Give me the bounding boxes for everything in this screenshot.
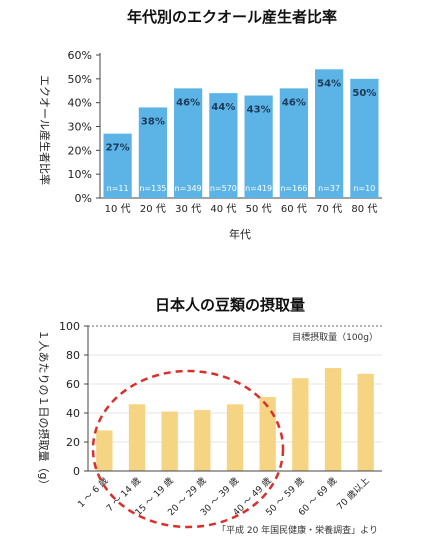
chart1-value-label: 43% (247, 105, 271, 116)
chart1-y-tick-label: 20% (68, 144, 92, 157)
chart2-ylabel: １人あたりの１日の摂取量（g） (37, 330, 51, 491)
chart1-sample-label: n=570 (210, 184, 237, 193)
chart2-bar (259, 397, 276, 471)
chart1-bar (174, 88, 203, 198)
chart2-x-tick-label: 1 ～ 6 歳 (75, 475, 110, 510)
chart2-y-tick-label: 100 (59, 320, 80, 333)
highlight-ellipse (91, 369, 285, 529)
chart1-value-label: 46% (282, 97, 306, 108)
chart1-value-label: 50% (352, 88, 376, 99)
chart1-x-tick-label: 10 代 (105, 203, 131, 215)
chart2-bar (194, 410, 211, 471)
chart2-y-tick-label: 80 (66, 349, 80, 362)
chart1-bar (350, 78, 379, 198)
chart1-y-tick-label: 30% (68, 121, 92, 134)
chart1-sample-label: n=166 (280, 184, 307, 193)
chart1-value-label: 44% (211, 102, 235, 113)
chart1-ylabel: エクオール産生者比率 (38, 75, 52, 185)
chart2-y-tick-label: 40 (66, 407, 80, 420)
chart1-value-label: 46% (176, 97, 200, 108)
chart2-bar (226, 404, 244, 471)
chart1-sample-label: n=37 (318, 184, 340, 193)
chart2-bar (324, 368, 342, 471)
chart1-x-tick-label: 60 代 (281, 203, 307, 215)
chart1-value-label: 27% (106, 143, 130, 154)
chart1-bar (315, 69, 344, 198)
chart1-bar (138, 107, 167, 198)
chart1-y-tick-label: 50% (68, 73, 92, 86)
chart2-title: 日本人の豆類の摂取量 (155, 296, 305, 314)
chart1-x-tick-label: 80 代 (351, 203, 377, 215)
chart1-y-tick-label: 40% (68, 97, 92, 110)
chart1-value-label: 38% (141, 116, 165, 127)
chart1-sample-label: n=11 (107, 184, 129, 193)
chart1-bar (279, 88, 308, 198)
chart2-bar (128, 404, 146, 471)
chart2-y-tick-label: 0 (73, 465, 80, 478)
chart1-sample-label: n=349 (175, 184, 202, 193)
chart1-y-tick-label: 10% (68, 168, 92, 181)
chart1-y-tick-label: 0% (75, 192, 92, 205)
chart1-y-tick-label: 60% (68, 49, 92, 62)
chart1-x-tick-label: 20 代 (140, 203, 166, 215)
chart2-target-label: 目標摂取量（100g） (292, 331, 378, 343)
chart1-sample-label: n=419 (245, 184, 272, 193)
chart1-value-label: 54% (317, 78, 341, 89)
chart1-title: 年代別のエクオール産生者比率 (127, 8, 337, 26)
chart2-bar (96, 430, 113, 471)
chart1-bar (244, 95, 273, 198)
chart2-bar (357, 373, 374, 471)
chart2-source-note: 「平成 20 年国民健康・栄養調査」より (217, 524, 378, 536)
chart1-x-tick-label: 50 代 (246, 203, 272, 215)
chart1-x-tick-label: 40 代 (210, 203, 236, 215)
chart2-x-tick-label: 70 歳以上 (334, 475, 372, 513)
chart1-x-tick-label: 70 代 (316, 203, 342, 215)
chart1-xlabel: 年代 (229, 227, 251, 241)
chart2-bar (292, 378, 309, 471)
chart2-y-tick-label: 20 (66, 436, 80, 449)
chart2-y-tick-label: 60 (66, 378, 80, 391)
chart1-sample-label: n=10 (353, 184, 375, 193)
chart2-bar (161, 411, 178, 471)
chart1-bar (209, 93, 238, 198)
chart1-sample-label: n=135 (139, 184, 166, 193)
chart1-bar (103, 133, 132, 198)
chart1-x-tick-label: 30 代 (175, 203, 201, 215)
